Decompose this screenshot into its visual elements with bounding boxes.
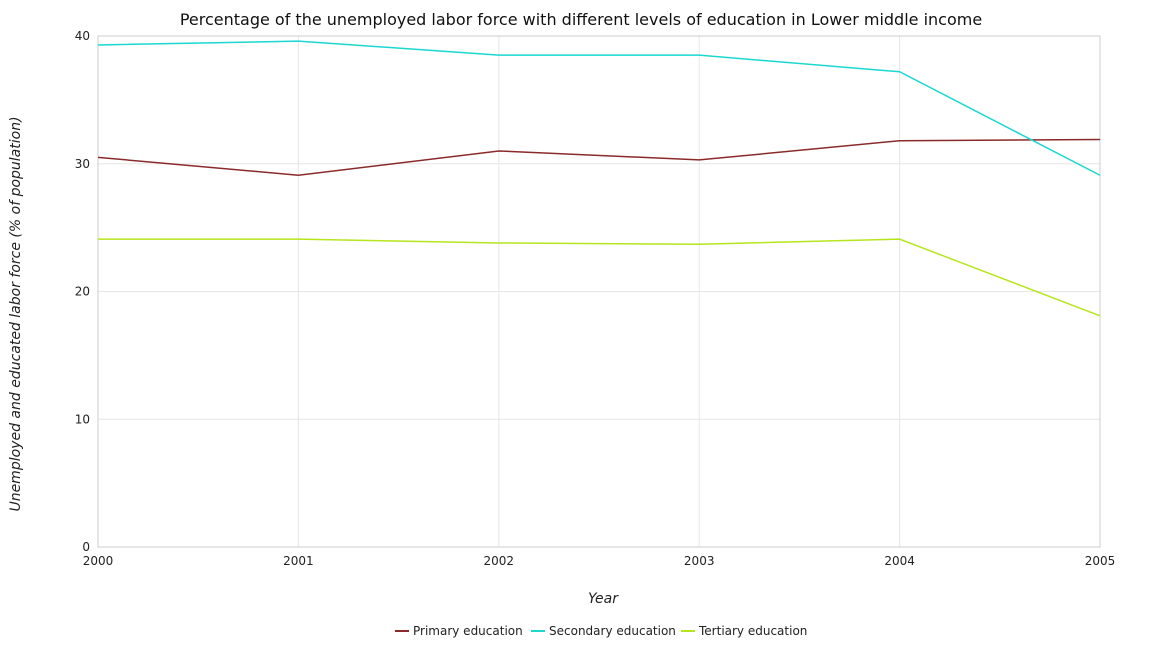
x-tick-label: 2003: [684, 554, 715, 568]
plot-area: [97, 35, 1101, 548]
series-line-secondary-education: [97, 40, 1101, 176]
y-tick-label: 40: [75, 29, 90, 43]
x-tick-label: 2002: [484, 554, 515, 568]
y-tick-label: 30: [75, 157, 90, 171]
series-line-tertiary-education: [98, 238, 1101, 317]
legend-label: Tertiary education: [698, 624, 807, 638]
x-tick-label: 2001: [283, 554, 314, 568]
y-tick-label: 10: [75, 412, 90, 426]
series-lines: [97, 40, 1101, 317]
legend-label: Secondary education: [549, 624, 676, 638]
y-tick-label: 0: [82, 540, 90, 554]
series-line-primary-education: [97, 138, 1101, 177]
x-tick-label: 2004: [884, 554, 915, 568]
y-axis-label: Unemployed and educated labor force (% o…: [8, 116, 24, 511]
x-tick-label: 2005: [1085, 554, 1116, 568]
x-tick-label: 2000: [83, 554, 114, 568]
grid: [97, 35, 1101, 548]
x-axis-label: Year: [588, 591, 619, 607]
chart-title: Percentage of the unemployed labor force…: [180, 10, 982, 29]
y-axis-ticks: 0 10 20 30 40: [75, 29, 90, 554]
legend-label: Primary education: [413, 624, 523, 638]
legend: Primary education Secondary education Tert…: [395, 624, 807, 638]
x-axis-ticks: 2000 2001 2002 2003 2004 2005: [83, 554, 1116, 568]
y-tick-label: 20: [75, 285, 90, 299]
